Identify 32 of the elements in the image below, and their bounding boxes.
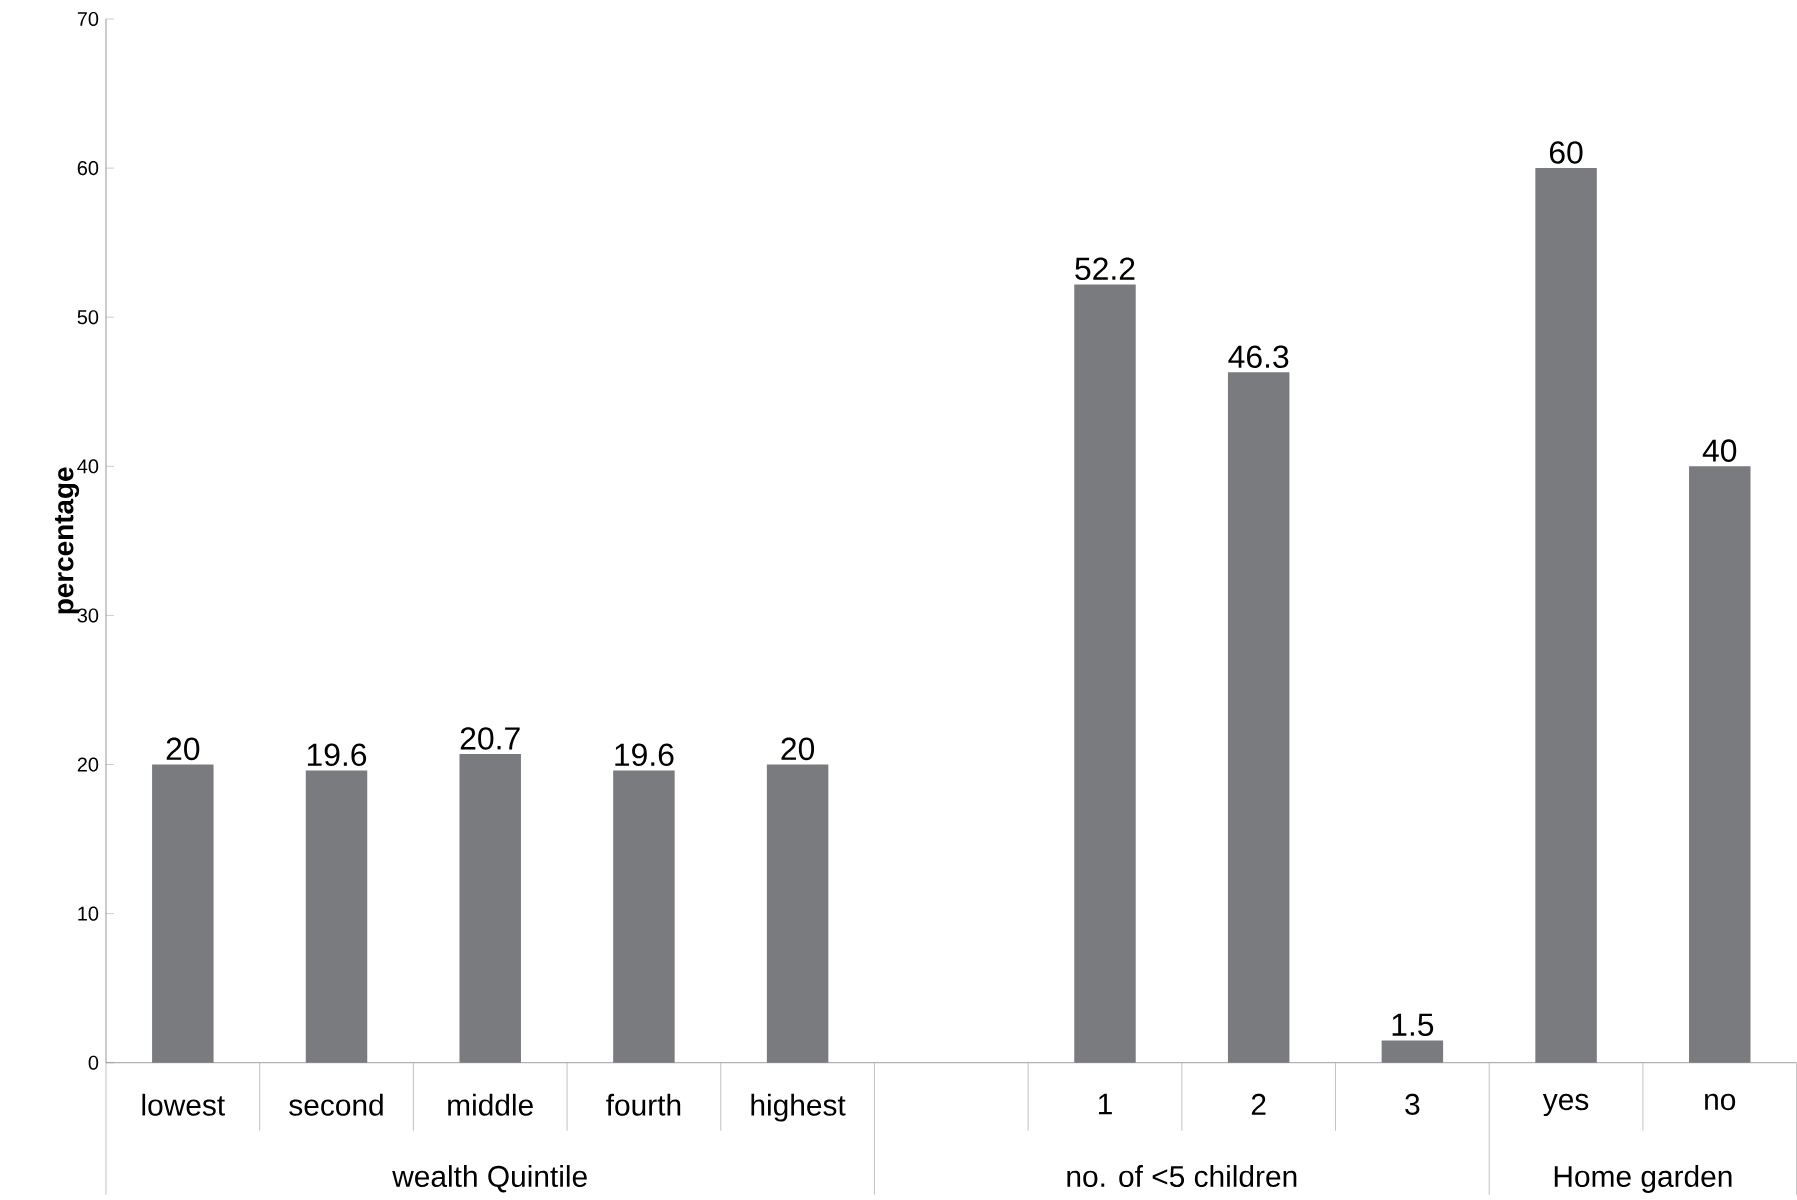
x-tick-label: middle (448, 1094, 533, 1116)
x-tick-label: second (289, 1094, 383, 1116)
data-label: 20 (781, 737, 815, 761)
y-tick-label: 70 (77, 12, 99, 27)
x-tick-label: highest (751, 1094, 846, 1122)
y-tick-label: 50 (77, 310, 99, 325)
data-label: 40 (1702, 439, 1737, 463)
y-axis-title: percentage (54, 467, 80, 614)
data-label: 20.7 (460, 727, 520, 750)
y-tick-label: 0 (88, 1055, 99, 1071)
y-tick-label: 30 (77, 608, 99, 623)
text: Home garden (1554, 1165, 1732, 1194)
data-label: 19.6 (615, 743, 674, 767)
data-label: 1.5 (1392, 1013, 1434, 1037)
x-tick-label: no (1705, 1094, 1736, 1111)
y-tick-label: 40 (77, 459, 99, 474)
x-tick-label: yes (1542, 1094, 1589, 1117)
y-tick-label: 60 (77, 161, 99, 176)
text: wealth Quintile (392, 1165, 587, 1193)
y-tick-label: 10 (78, 906, 99, 921)
data-label: 20 (166, 737, 200, 761)
data-label: 52.2 (1075, 257, 1135, 281)
x-tick-label: fourth (606, 1094, 681, 1116)
data-label: 19.6 (307, 743, 367, 767)
x-tick-label: 2 (1251, 1094, 1266, 1115)
x-tick-label: 1 (1098, 1094, 1112, 1115)
data-label: 60 (1549, 141, 1583, 164)
x-tick-label: 3 (1405, 1094, 1420, 1116)
y-tick-label: 20 (77, 757, 99, 772)
x-tick-label: lowest (142, 1094, 225, 1116)
data-label: 46.3 (1228, 345, 1289, 369)
text: no. of <5 children (1067, 1165, 1297, 1188)
